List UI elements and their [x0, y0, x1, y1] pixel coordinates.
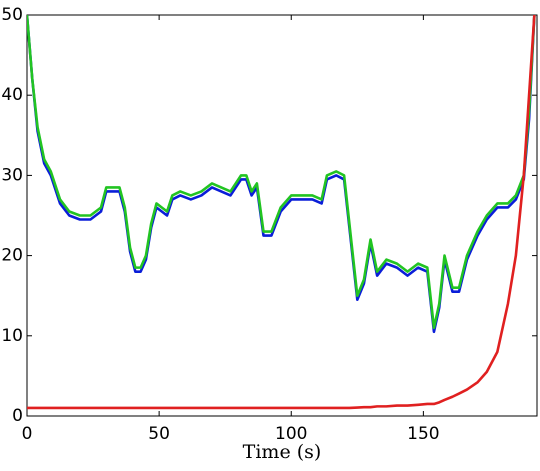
y-tick-label: 0 — [12, 406, 23, 426]
x-tick-label: 100 — [275, 424, 307, 444]
data-line — [27, 15, 536, 410]
y-tick-label: 10 — [1, 326, 23, 346]
x-axis-label: Time (s) — [243, 441, 322, 463]
data-line — [27, 15, 536, 330]
y-tick-label: 30 — [1, 165, 23, 185]
x-tick-label: 0 — [22, 424, 33, 444]
plot-frame — [26, 14, 538, 417]
x-tick-label: 50 — [148, 424, 170, 444]
data-line — [27, 15, 536, 334]
y-tick-label: 40 — [1, 85, 23, 105]
y-tick-label: 50 — [1, 5, 23, 25]
y-tick-label: 20 — [1, 246, 23, 266]
x-tick-label: 150 — [407, 424, 439, 444]
